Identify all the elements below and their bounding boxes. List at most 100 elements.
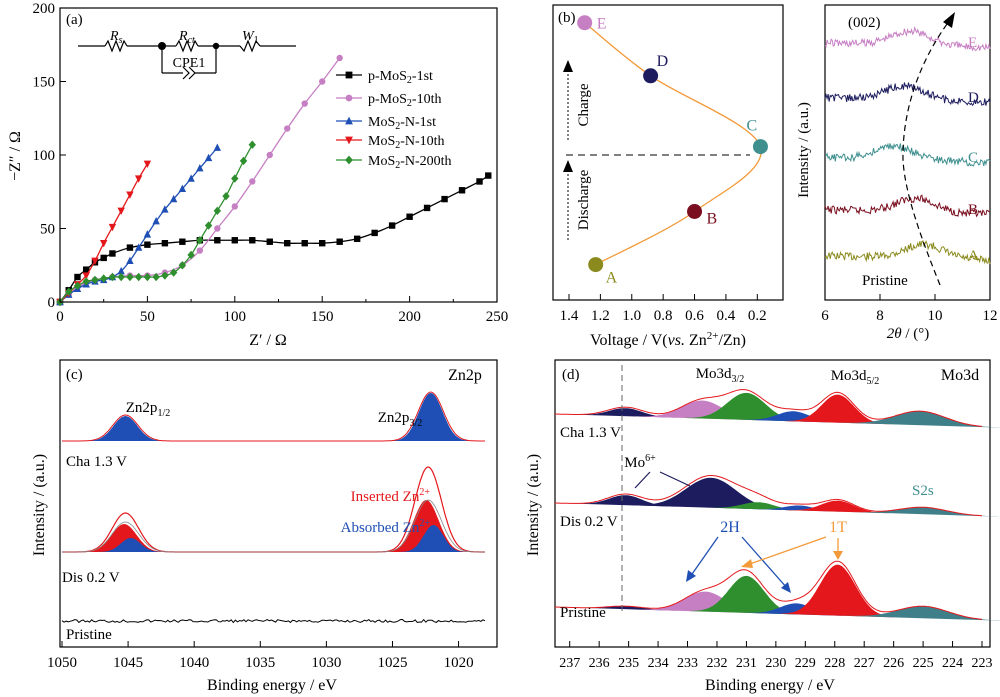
panel-a-ytick-label: 100 <box>33 148 56 164</box>
panel-c-xtick-label: 1040 <box>179 655 209 671</box>
series-point <box>161 271 169 280</box>
panel-a-xtick-label: 250 <box>486 309 509 325</box>
panel-c-xlabel: Binding energy / eV <box>207 677 337 694</box>
series-point <box>458 187 466 194</box>
arrow-2h-left <box>689 536 719 578</box>
panel-a-series-group <box>56 54 492 307</box>
cha-envelope <box>555 389 983 427</box>
arrow-1t-left <box>746 536 827 566</box>
circuit-node-right <box>212 42 220 50</box>
series-point <box>178 184 187 193</box>
pristine-1t-d32-peak <box>689 575 803 615</box>
cha-absorbed-peak-12 <box>83 416 168 441</box>
series-point <box>134 243 143 251</box>
series-point <box>284 125 291 132</box>
panel-c: 1050 1045 1040 1035 1030 1025 1020 (c) Zn2p Zn… <box>31 359 498 694</box>
series-point <box>144 241 151 248</box>
panel-b-xtick-label: 1.2 <box>591 308 610 324</box>
pristine-s2s-peak <box>843 606 1000 621</box>
panel-d-xtick-label: 232 <box>706 656 727 671</box>
panel-d-xtick-label: 224 <box>942 656 963 671</box>
series-point <box>126 191 134 199</box>
legend-entry-mos2-n-200th: MoS2-N-200th <box>368 154 452 171</box>
trace-label-dis-c: Dis 0.2 V <box>62 570 120 586</box>
zn2p-title: Zn2p <box>448 367 482 384</box>
panel-a-xtick-label: 100 <box>224 309 247 325</box>
arrowhead-1t-down <box>833 551 843 560</box>
series-point <box>214 225 221 232</box>
series-point <box>196 247 204 254</box>
legend-entry-mos2-n-10th: MoS2-N-10th <box>368 134 445 151</box>
circuit-cpe-label: CPE1 <box>173 56 206 71</box>
dis-envelope <box>555 475 983 517</box>
xrd-trace-b <box>824 194 991 218</box>
trace-label-dis-d: Dis 0.2 V <box>560 514 618 530</box>
panel-b: 1.4 1.2 1.0 0.8 0.6 0.4 0.2 (b) Charge Dischar… <box>552 4 784 349</box>
series-point <box>152 216 160 225</box>
series-point <box>441 195 448 203</box>
series-point <box>222 191 230 201</box>
series-point <box>108 223 117 232</box>
xrd-xtick-label: 6 <box>821 308 829 324</box>
absorbed-zn-label: Absorbed Zn2+ <box>341 518 431 536</box>
series-point <box>388 222 396 229</box>
xrd-xtick-label: 10 <box>928 308 943 324</box>
panel-a-xtick-label: 0 <box>56 309 64 325</box>
xrd-label-d: D <box>968 90 979 106</box>
inserted-zn-label: Inserted Zn2+ <box>351 487 431 505</box>
xrd-pristine-label: Pristine <box>862 273 908 289</box>
state-point-c <box>752 139 768 155</box>
panel-d-xtick-label: 235 <box>618 656 639 671</box>
series-point <box>266 151 273 159</box>
xrd-trace-c <box>824 142 991 167</box>
series-point <box>423 204 431 212</box>
zn2p-12-label: Zn2p1/2 <box>126 400 170 419</box>
state-label-e: E <box>597 16 607 33</box>
state-label-b: B <box>707 211 718 228</box>
legend-marker <box>345 71 353 79</box>
panel-b-xtick-label: 0.2 <box>748 308 767 324</box>
arrowhead-1t-left <box>741 559 753 568</box>
panel-b-xlabel: Voltage / V(vs. Zn2+/Zn) <box>590 330 746 349</box>
dis-raw <box>62 499 485 553</box>
state-point-d <box>643 68 659 84</box>
panel-a: 0 50 100 150 200 250 0 50 100 150 200 (a) Z′ / Ω −… <box>7 1 508 349</box>
series-point <box>91 275 99 285</box>
series-point <box>161 240 169 247</box>
series-point <box>336 238 343 245</box>
panel-a-ylabel: −Z″ / Ω <box>7 131 24 181</box>
panel-a-xtick-label: 200 <box>398 309 421 325</box>
panel-c-xtick-label: 1035 <box>245 655 275 671</box>
panel-a-ytick-label: 150 <box>33 75 56 91</box>
dis-inserted-peak-12 <box>80 524 169 552</box>
state-label-c: C <box>746 118 757 135</box>
panel-c-ylabel: Intensity / (a.u.) <box>31 454 48 556</box>
series-point <box>239 156 248 166</box>
legend-marker <box>345 136 353 145</box>
dis-absorbed-peak-12 <box>96 538 166 552</box>
discharge-label: Discharge <box>576 169 592 230</box>
series-point <box>143 160 152 169</box>
mo6-arrow-2 <box>659 471 691 487</box>
panel-b-xtick-label: 1.0 <box>622 308 641 324</box>
xrd-trace-e <box>824 25 991 52</box>
series-point <box>353 235 361 242</box>
series-point <box>187 250 195 260</box>
trace-label-cha-d: Cha 1.3 V <box>560 425 621 441</box>
xrd-ylabel: Intensity / (a.u.) <box>796 102 812 198</box>
panel-d-xtick-label: 226 <box>883 656 904 671</box>
dis-inserted-peak-32 <box>382 500 471 552</box>
series-point <box>126 244 134 251</box>
panel-a-label: (a) <box>66 12 83 28</box>
pristine-1t-d52-peak <box>781 564 895 618</box>
panel-d-ylabel: Intensity / (a.u.) <box>525 454 542 556</box>
series-point <box>231 174 239 183</box>
series-point <box>248 140 256 149</box>
series-point <box>179 238 186 245</box>
panel-d-xlabel: Binding energy / eV <box>705 677 835 694</box>
panel-a-xtick-label: 150 <box>311 309 334 325</box>
series-point <box>249 237 256 244</box>
series-point <box>100 240 108 248</box>
legend-marker <box>345 94 353 102</box>
xrd-label-a: A <box>968 248 979 264</box>
